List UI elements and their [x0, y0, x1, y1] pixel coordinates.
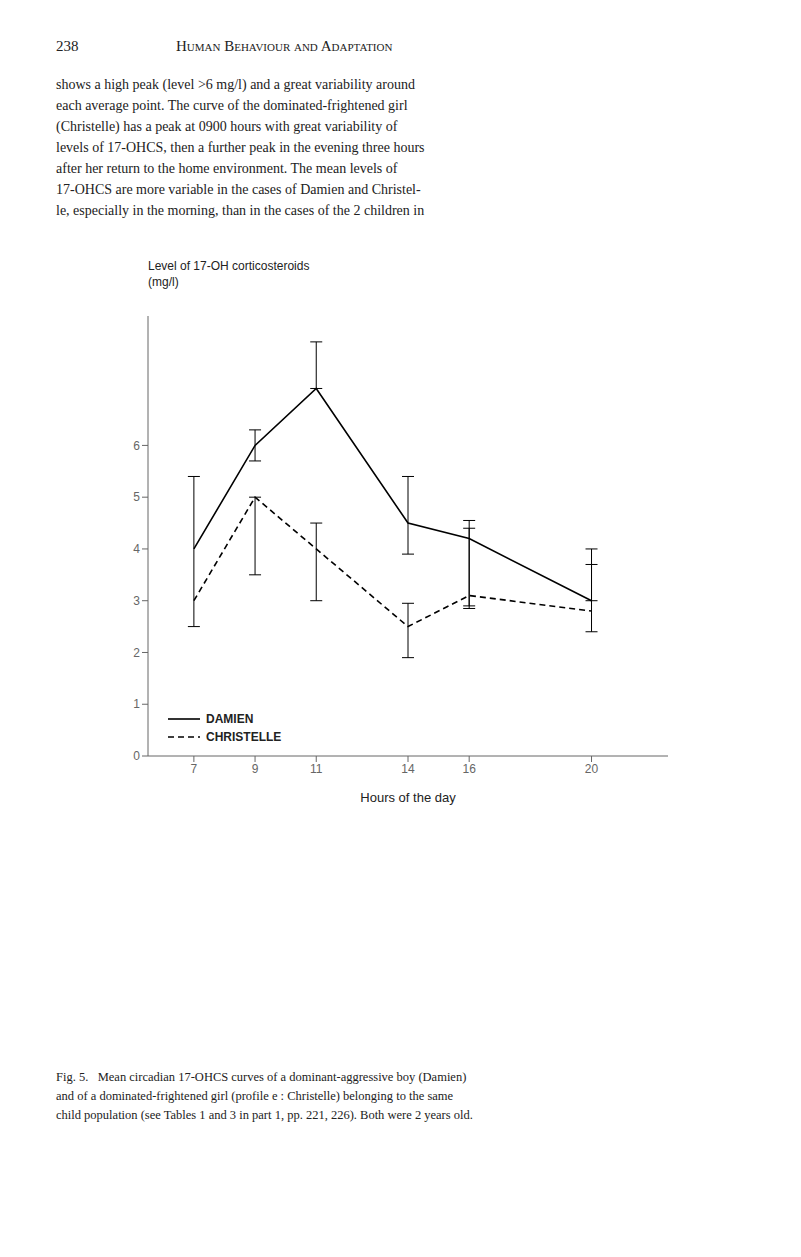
- html-text:238: 238: [56, 38, 79, 54]
- svg-text:6: 6: [133, 439, 140, 453]
- svg-text:14: 14: [401, 762, 415, 776]
- html-text:child population (see Tables 1: child population (see Tables 1 and 3 in …: [56, 1108, 473, 1122]
- svg-text:1: 1: [133, 697, 140, 711]
- svg-text:7: 7: [191, 762, 198, 776]
- svg-text:4: 4: [133, 542, 140, 556]
- html-text:le, especially in the morning,: le, especially in the morning, than in t…: [56, 203, 425, 218]
- svg-text:2: 2: [133, 646, 140, 660]
- svg-text:11: 11: [310, 762, 323, 776]
- html-text:and of a dominated-frightened: and of a dominated-frightened girl (prof…: [56, 1089, 454, 1103]
- html-text:Level of 17-OH corticosteroids: Level of 17-OH corticosteroids: [148, 259, 310, 273]
- html-text:17-OHCS are more variable in t: 17-OHCS are more variable in the cases o…: [56, 182, 421, 197]
- svg-text:3: 3: [133, 594, 140, 608]
- svg-text:9: 9: [252, 762, 259, 776]
- svg-text:Hours of the day: Hours of the day: [360, 790, 456, 805]
- html-text:CHRISTELLE: CHRISTELLE: [206, 730, 282, 744]
- html-text:each average point. The curve: each average point. The curve of the dom…: [56, 98, 408, 113]
- svg-text:5: 5: [133, 490, 140, 504]
- svg-text:16: 16: [462, 762, 476, 776]
- html-text:after her return to the home e: after her return to the home environment…: [56, 161, 398, 176]
- html-text:Human Behaviour and Adaptation: Human Behaviour and Adaptation: [176, 38, 393, 54]
- html-text:shows a high peak (level >6 mg: shows a high peak (level >6 mg/l) and a …: [56, 77, 415, 92]
- html-text:(mg/l): (mg/l): [148, 275, 179, 289]
- svg-text:0: 0: [133, 749, 140, 763]
- svg-text:20: 20: [585, 762, 599, 776]
- html-text:Fig. 5. Mean circadian 17-OHCS: Fig. 5. Mean circadian 17-OHCS curves of…: [56, 1070, 467, 1084]
- html-text:(Christelle) has a peak at 090: (Christelle) has a peak at 0900 hours wi…: [56, 119, 398, 134]
- html-text:DAMIEN: DAMIEN: [206, 712, 254, 726]
- html-text:levels of 17-OHCS, then a furt: levels of 17-OHCS, then a further peak i…: [56, 140, 425, 155]
